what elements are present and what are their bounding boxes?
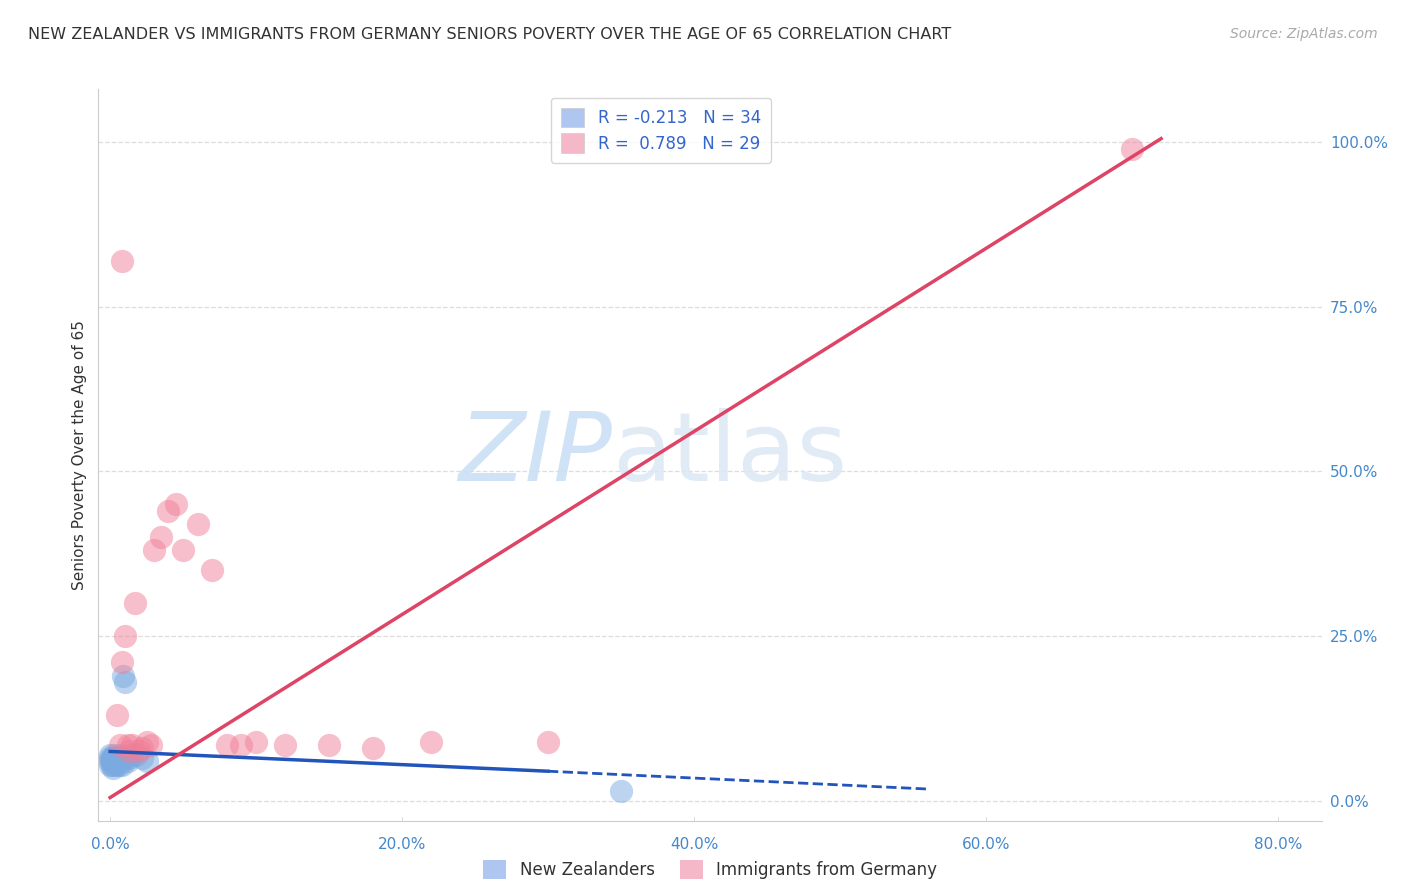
Point [103, 747, 125, 762]
Text: 60.0%: 60.0% [962, 837, 1010, 852]
Point [105, 757, 128, 772]
Point [117, 738, 139, 752]
Point [98, 757, 121, 772]
Point [231, 738, 253, 752]
Point [100, 751, 122, 765]
Point [121, 747, 143, 762]
Point [101, 755, 124, 769]
Point [98, 755, 121, 769]
Point [100, 755, 122, 769]
Point [101, 751, 124, 765]
Text: Source: ZipAtlas.com: Source: ZipAtlas.com [1230, 27, 1378, 41]
Point [118, 744, 141, 758]
Point [111, 751, 134, 765]
Point [135, 734, 157, 748]
Point [105, 708, 128, 723]
Point [187, 517, 209, 532]
Point [111, 656, 134, 670]
Point [104, 755, 127, 769]
Point [157, 504, 180, 518]
Text: 80.0%: 80.0% [1254, 837, 1302, 852]
Text: ZIP: ZIP [458, 409, 612, 501]
Point [172, 543, 194, 558]
Point [104, 751, 127, 765]
Point [118, 751, 141, 765]
Point [215, 738, 238, 752]
Point [610, 784, 633, 798]
Point [114, 675, 136, 690]
Point [128, 744, 150, 758]
Point [98, 751, 121, 765]
Y-axis label: Seniors Poverty Over the Age of 65: Seniors Poverty Over the Age of 65 [72, 320, 87, 590]
Point [108, 751, 131, 765]
Point [110, 747, 132, 762]
Point [201, 563, 224, 577]
Point [1121, 141, 1143, 155]
Point [139, 738, 162, 752]
Point [112, 668, 135, 682]
Point [98, 747, 121, 762]
Point [131, 751, 153, 765]
Point [121, 738, 143, 752]
Point [420, 734, 443, 748]
Point [101, 761, 124, 775]
Point [103, 757, 125, 772]
Point [150, 530, 173, 544]
Point [100, 757, 122, 772]
Text: 0.0%: 0.0% [91, 837, 129, 852]
Point [115, 751, 138, 765]
Point [110, 738, 132, 752]
Point [135, 755, 157, 769]
Point [103, 755, 125, 769]
Point [117, 755, 139, 769]
Legend: New Zealanders, Immigrants from Germany: New Zealanders, Immigrants from Germany [477, 853, 943, 886]
Point [111, 253, 134, 268]
Point [125, 747, 148, 762]
Text: atlas: atlas [612, 409, 848, 501]
Point [537, 734, 560, 748]
Point [274, 738, 297, 752]
Point [114, 629, 136, 643]
Text: 20.0%: 20.0% [378, 837, 426, 852]
Point [110, 751, 132, 765]
Point [361, 741, 384, 756]
Point [131, 741, 153, 756]
Point [318, 738, 340, 752]
Point [108, 757, 131, 772]
Point [124, 596, 146, 610]
Text: 40.0%: 40.0% [669, 837, 718, 852]
Point [105, 755, 128, 769]
Point [142, 543, 165, 558]
Text: NEW ZEALANDER VS IMMIGRANTS FROM GERMANY SENIORS POVERTY OVER THE AGE OF 65 CORR: NEW ZEALANDER VS IMMIGRANTS FROM GERMANY… [28, 27, 952, 42]
Point [245, 734, 267, 748]
Point [111, 757, 134, 772]
Point [105, 751, 128, 765]
Point [165, 497, 187, 511]
